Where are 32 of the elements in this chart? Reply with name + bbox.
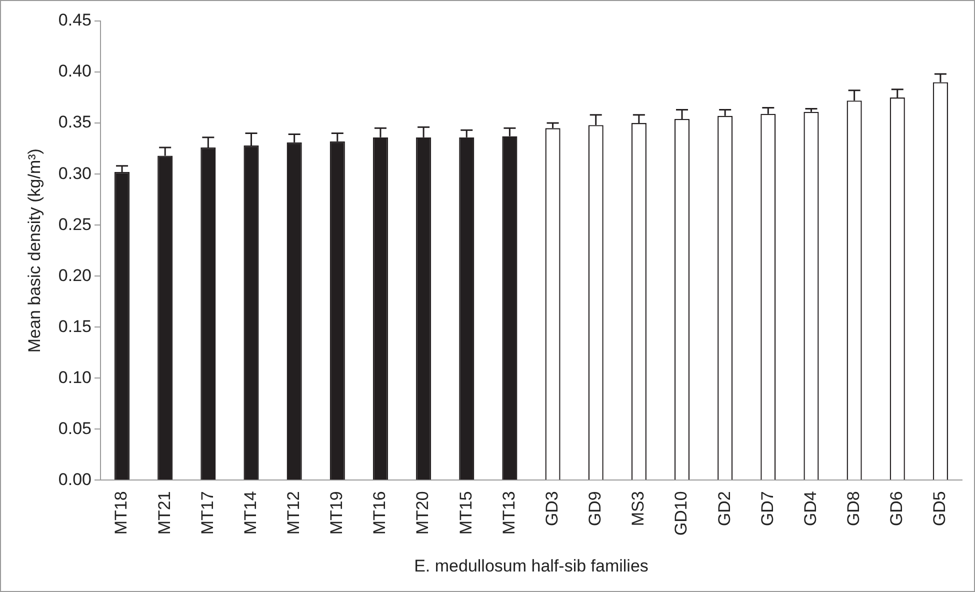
y-tick-label: 0.30 bbox=[58, 164, 92, 183]
x-tick-label: GD6 bbox=[887, 491, 906, 526]
x-tick-label: MT21 bbox=[154, 491, 174, 535]
x-tick-label: GD4 bbox=[800, 491, 820, 526]
y-tick-label: 0.35 bbox=[58, 112, 92, 132]
x-tick-label: GD3 bbox=[542, 491, 562, 526]
y-tick-label: 0.15 bbox=[58, 316, 92, 336]
y-tick-label: 0.40 bbox=[58, 62, 92, 81]
x-tick-label: MT18 bbox=[112, 491, 131, 535]
x-tick-label: MT17 bbox=[198, 491, 217, 535]
y-tick-label: 0.20 bbox=[58, 266, 92, 285]
y-axis-title: Mean basic density (kg/m³) bbox=[24, 148, 44, 353]
x-tick-label: GD9 bbox=[586, 491, 605, 526]
x-tick-label: GD5 bbox=[930, 491, 950, 526]
x-tick-label: GD7 bbox=[758, 491, 777, 526]
y-tick-label: 0.25 bbox=[58, 214, 92, 234]
x-tick-label: MT20 bbox=[413, 491, 432, 535]
x-tick-label: GD2 bbox=[714, 491, 734, 526]
x-tick-label: GD8 bbox=[844, 491, 863, 526]
x-axis-title: E. medullosum half-sib families bbox=[414, 556, 648, 576]
x-tick-label: MT16 bbox=[370, 491, 390, 535]
x-tick-label: MT19 bbox=[327, 491, 346, 535]
x-tick-label: MS3 bbox=[628, 491, 648, 526]
x-tick-label: MT12 bbox=[284, 491, 304, 535]
x-tick-label: GD10 bbox=[672, 491, 691, 536]
y-tick-label: 0.05 bbox=[58, 418, 92, 438]
y-tick-label: 0.00 bbox=[58, 470, 92, 489]
x-tick-label: MT14 bbox=[240, 491, 260, 535]
x-tick-label: MT13 bbox=[499, 491, 518, 535]
y-tick-label: 0.45 bbox=[58, 10, 92, 30]
x-tick-label: MT15 bbox=[456, 491, 476, 535]
y-tick-label: 0.10 bbox=[58, 368, 92, 387]
